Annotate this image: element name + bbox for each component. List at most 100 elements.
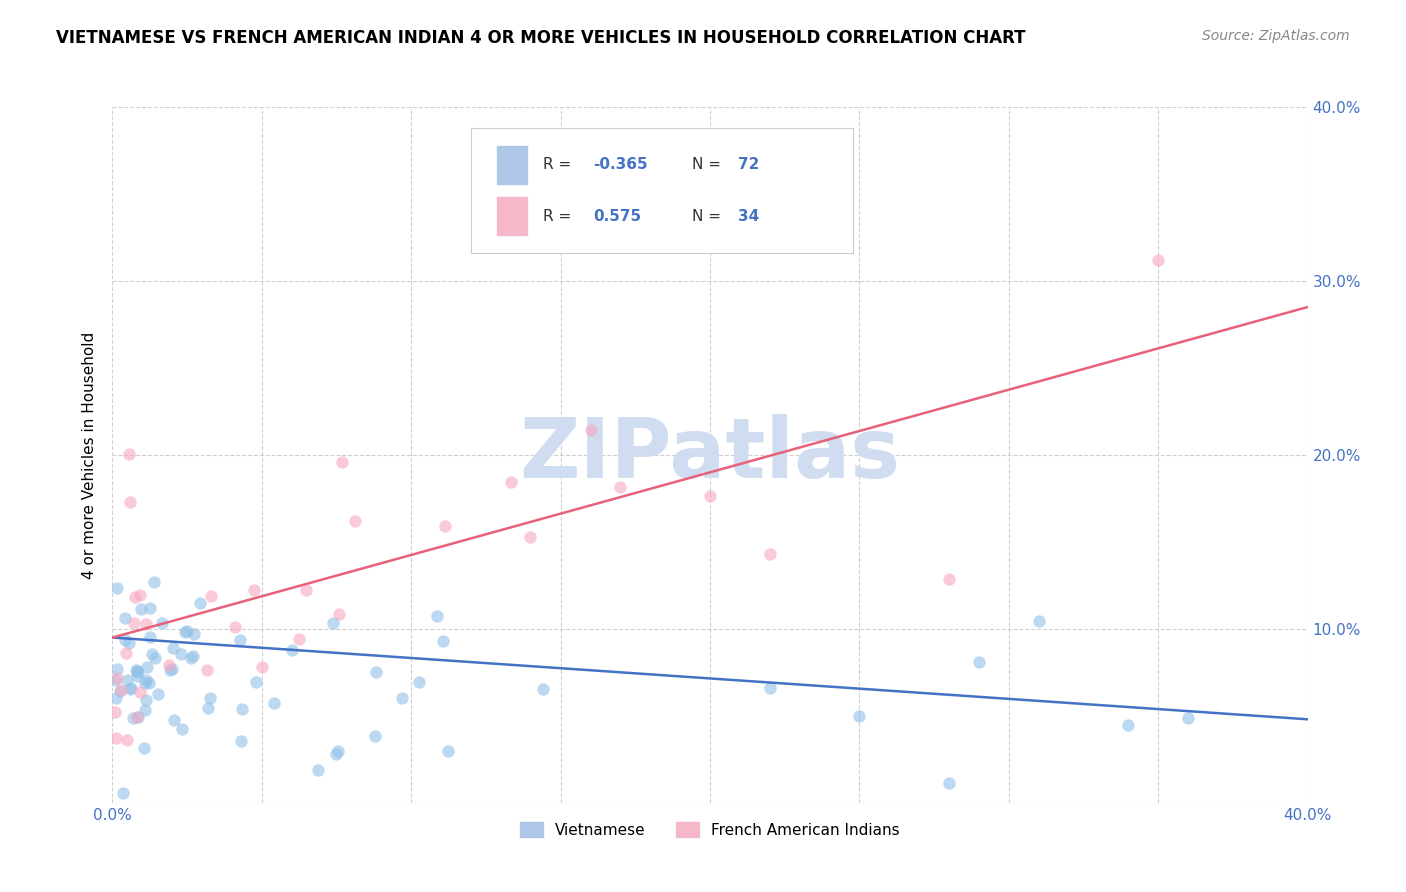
Point [141,647,163,661]
Point [127,709,149,723]
Point [105,671,128,685]
Point [229,632,252,647]
Point [104,673,127,688]
Point [519,530,541,544]
Point [1177,711,1199,725]
Point [281,643,304,657]
Point [938,572,960,586]
Text: R =: R = [543,209,581,224]
Point [364,729,387,743]
Point [114,633,136,648]
Point [118,636,141,650]
Point [391,690,413,705]
Point [162,714,184,728]
Point [322,616,344,631]
Point [162,641,184,656]
Point [157,658,180,673]
Point [136,660,159,674]
Point [174,625,197,640]
Point [112,786,135,800]
FancyBboxPatch shape [471,128,853,253]
Point [364,665,387,679]
Text: Source: ZipAtlas.com: Source: ZipAtlas.com [1202,29,1350,43]
Point [967,655,990,669]
Point [170,648,193,662]
Text: N =: N = [692,157,725,172]
Point [125,710,148,724]
Point [180,651,202,665]
Point [108,684,131,698]
Point [122,616,145,631]
Point [128,588,150,602]
Text: VIETNAMESE VS FRENCH AMERICAN INDIAN 4 OR MORE VEHICLES IN HOUSEHOLD CORRELATION: VIETNAMESE VS FRENCH AMERICAN INDIAN 4 O… [56,29,1026,46]
Point [115,646,138,660]
Point [499,475,522,489]
Y-axis label: 4 or more Vehicles in Household: 4 or more Vehicles in Household [82,331,97,579]
Point [138,675,160,690]
Text: -0.365: -0.365 [593,157,648,172]
Point [231,701,253,715]
Text: 72: 72 [738,157,759,172]
Point [134,675,156,690]
Point [150,616,173,631]
Point [127,665,149,680]
Point [699,489,721,503]
Point [105,581,128,595]
Point [343,514,366,528]
Point [135,616,157,631]
Point [1147,252,1170,267]
Point [118,681,141,696]
Text: 34: 34 [738,209,759,224]
Point [330,455,353,469]
Point [118,448,141,462]
Point [160,662,183,676]
Point [125,663,148,677]
Point [195,663,218,677]
Point [325,747,347,762]
Point [231,734,253,748]
Point [128,685,150,699]
Point [326,744,349,758]
Point [176,624,198,639]
Point [104,705,127,719]
Point [135,692,157,706]
Point [114,611,136,625]
Point [127,664,149,678]
Point [609,480,631,494]
Point [143,651,166,665]
Point [134,703,156,717]
Point [1028,614,1050,628]
Point [426,608,449,623]
Point [121,711,143,725]
Point [263,696,285,710]
Point [295,583,318,598]
Point [242,582,264,597]
Point [848,708,870,723]
Point [170,722,193,736]
Text: ZIPatlas: ZIPatlas [520,415,900,495]
Point [433,519,456,533]
Point [124,590,146,604]
Point [252,659,274,673]
Point [288,632,311,646]
Point [245,674,267,689]
Point [200,690,222,705]
Point [105,690,128,705]
Point [125,669,148,683]
Point [115,732,138,747]
Point [579,423,602,437]
Point [120,494,142,508]
Point [200,589,222,603]
Point [181,648,204,663]
Point [1118,718,1140,732]
Text: R =: R = [543,157,576,172]
Point [132,741,155,756]
Point [432,633,454,648]
Point [759,547,782,561]
Point [115,673,138,687]
Point [328,607,350,622]
Point [110,682,132,697]
Bar [498,145,527,184]
Point [129,601,152,615]
Point [135,673,157,687]
